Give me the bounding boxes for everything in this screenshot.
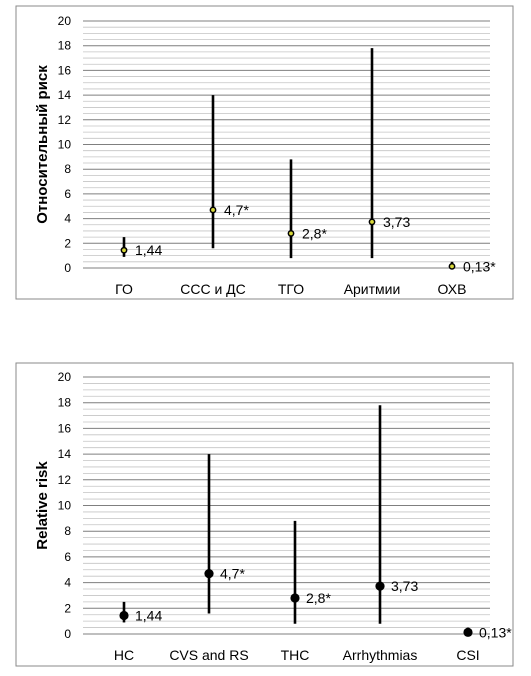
chart-1: 0 2 4 6 8 10 12 14 16 18 20 Относительный риск ГО ССС… [15,5,514,300]
category-label: ССС и ДС [180,281,246,297]
y-tick-label: 4 [64,576,71,590]
data-label: 2,8* [306,590,331,606]
category-label: Аритмии [344,281,401,297]
data-label: 2,8* [302,225,327,241]
category-label: CSI [456,647,479,663]
data-label: 0,13* [479,624,512,640]
point-marker [450,264,454,269]
y-tick-label: 8 [64,162,71,176]
y-tick-label: 8 [64,524,71,538]
point-marker [375,581,385,591]
point-marker [289,231,293,236]
y-tick-label: 16 [58,63,72,77]
y-tick-label: 18 [58,39,72,53]
data-label: 4,7* [224,202,249,218]
data-label: 1,44 [135,242,162,258]
y-tick-label: 2 [64,601,71,615]
point-marker [290,593,300,603]
y-tick-label: 14 [58,447,72,461]
point-marker [463,627,473,637]
y-axis-label: Относительный риск [34,65,51,224]
category-label: THC [281,647,310,663]
y-tick-label: 6 [64,550,71,564]
data-label: 0,13* [463,258,496,274]
y-tick-label: 10 [58,499,72,513]
y-tick-label: 20 [58,370,72,384]
y-tick-label: 20 [58,14,72,28]
data-label: 1,44 [135,607,162,623]
category-label: ОХВ [438,281,467,297]
category-label: CVS and RS [169,647,248,663]
point-marker [204,569,214,579]
data-label: 3,73 [391,578,418,594]
y-tick-label: 16 [58,421,72,435]
category-label: ГО [115,281,133,297]
chart-2: 0 2 4 6 8 10 12 14 16 18 20 Relative risk HC CVS and … [15,362,514,667]
category-label: Arrhythmias [343,647,418,663]
y-tick-label: 6 [64,187,71,201]
y-tick-label: 10 [58,138,72,152]
category-label: ТГО [278,281,304,297]
point-marker [211,208,215,212]
data-label: 3,73 [383,214,410,230]
point-marker [119,610,129,621]
y-tick-label: 0 [64,261,71,275]
y-tick-label: 0 [64,627,71,641]
y-tick-label: 4 [64,212,71,226]
data-label: 4,7* [220,566,245,582]
y-axis-label: Relative risk [34,461,51,550]
point-marker [122,248,126,253]
category-label: HC [114,647,134,663]
y-tick-label: 2 [64,236,71,250]
y-tick-label: 12 [58,113,72,127]
y-tick-label: 14 [58,88,72,102]
y-tick-label: 18 [58,396,72,410]
point-marker [370,220,374,224]
chart-frame [15,362,514,667]
y-tick-label: 12 [58,473,72,487]
chart-frame [15,5,514,300]
